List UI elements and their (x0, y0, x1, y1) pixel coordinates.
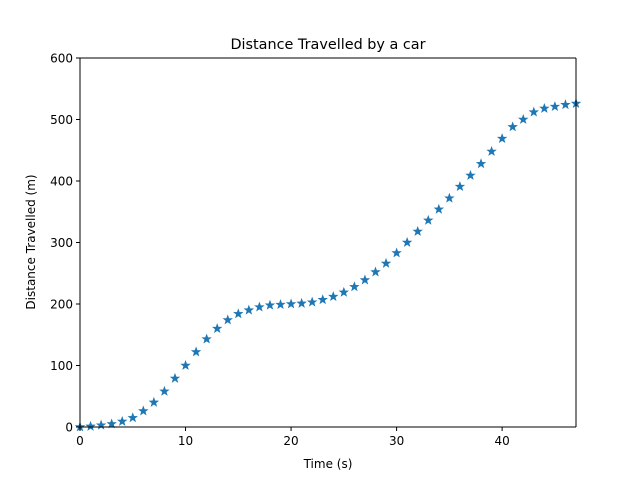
y-tick-label: 100 (50, 359, 73, 373)
data-point (391, 247, 402, 258)
x-axis-label: Time (s) (303, 457, 353, 471)
x-tick-label: 10 (178, 434, 193, 448)
data-point (180, 360, 191, 370)
data-point (528, 106, 539, 117)
data-point (359, 274, 371, 285)
data-point (349, 281, 360, 292)
data-point (401, 237, 413, 247)
data-point (539, 102, 550, 113)
chart-title: Distance Travelled by a car (230, 37, 425, 53)
y-tick-label: 0 (65, 420, 73, 434)
data-point (190, 346, 202, 357)
data-point (338, 286, 350, 297)
data-point (117, 415, 128, 426)
data-point (454, 181, 466, 191)
plot-area (80, 58, 576, 427)
data-point (285, 298, 297, 309)
data-point (518, 114, 529, 124)
data-point (85, 420, 96, 431)
data-point (296, 297, 307, 308)
data-point (243, 304, 255, 315)
data-point (106, 418, 117, 429)
data-point (138, 405, 149, 416)
data-point (423, 214, 434, 225)
data-point (254, 301, 265, 312)
data-point (317, 294, 328, 305)
data-point (507, 121, 518, 132)
data-point (465, 169, 476, 180)
data-point (370, 266, 381, 277)
y-tick-label: 400 (50, 174, 73, 188)
data-point (433, 203, 445, 214)
data-point (201, 333, 212, 344)
data-point (222, 314, 233, 325)
data-point (328, 291, 339, 302)
data-point (211, 323, 223, 334)
plot-background (80, 58, 576, 427)
y-axis-label: Distance Travelled (m) (24, 174, 38, 309)
data-point (549, 101, 561, 112)
y-tick-label: 300 (50, 236, 73, 250)
data-markers (74, 98, 582, 432)
data-point (159, 385, 170, 396)
data-point (264, 299, 276, 310)
x-tick-label: 40 (494, 434, 509, 448)
x-tick-label: 0 (76, 434, 84, 448)
data-point (560, 99, 571, 110)
data-point (306, 296, 318, 307)
data-point (169, 372, 181, 383)
data-point (275, 299, 286, 310)
y-tick-label: 500 (50, 113, 73, 127)
data-point (380, 257, 392, 268)
y-tick-label: 200 (50, 297, 73, 311)
y-tick-label: 600 (50, 51, 73, 65)
data-point (475, 158, 487, 169)
data-point (148, 396, 160, 407)
x-tick-label: 30 (389, 434, 404, 448)
data-point (127, 412, 138, 423)
data-point (412, 225, 423, 236)
x-tick-label: 20 (283, 434, 298, 448)
data-point (233, 308, 244, 319)
data-point (496, 133, 508, 143)
data-point (486, 146, 497, 156)
data-point (444, 192, 455, 203)
